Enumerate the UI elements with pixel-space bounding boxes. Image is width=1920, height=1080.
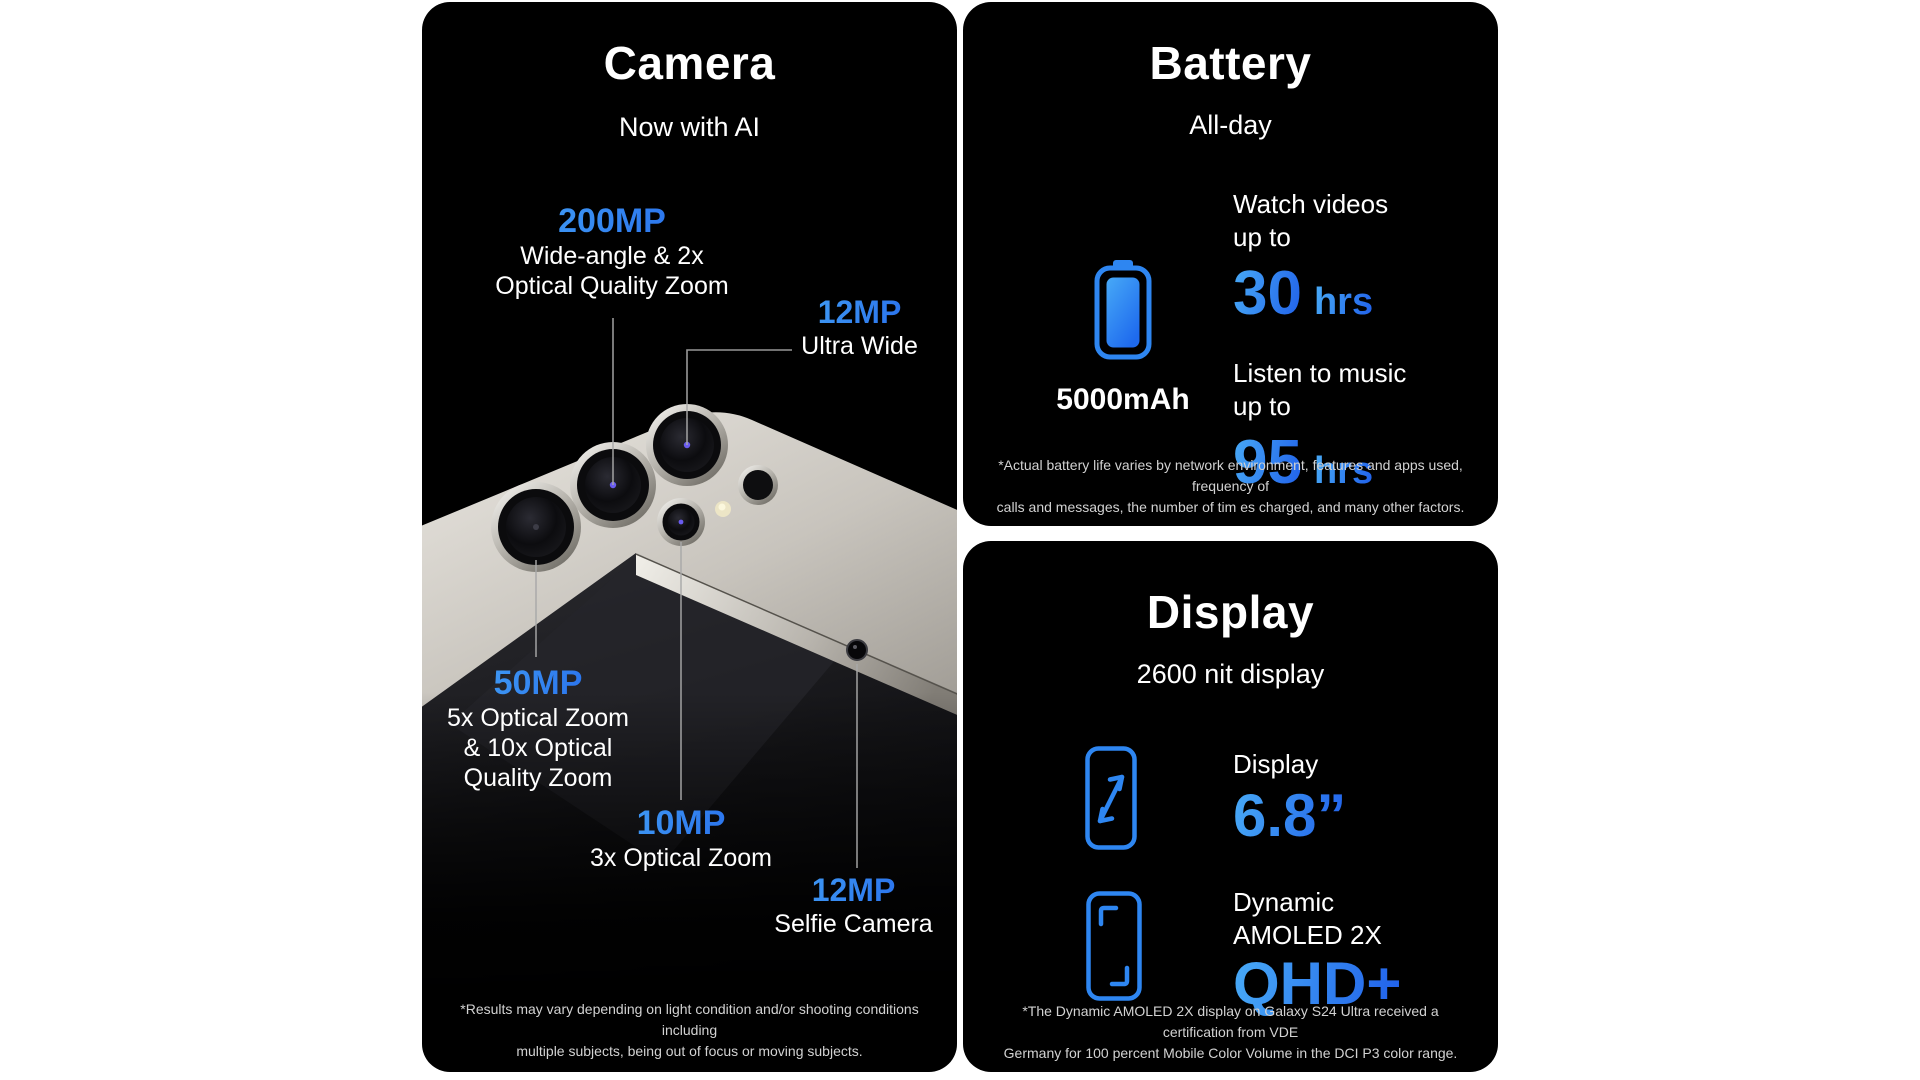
spec-ultra-wide-camera: 12MP Ultra Wide bbox=[762, 294, 957, 361]
display-panel: Display 2600 nit display Display 6.8” Dy… bbox=[963, 541, 1498, 1072]
amoled-display-icon bbox=[1086, 891, 1142, 1006]
spec-ultra-wide-value: 12MP bbox=[762, 294, 957, 331]
battery-music-hours: 95 bbox=[1233, 428, 1302, 498]
battery-music-stat: Listen to music up to 95 hrs bbox=[1233, 357, 1483, 498]
battery-music-line2: up to bbox=[1233, 391, 1291, 422]
spec-telephoto-3x-value: 10MP bbox=[571, 804, 791, 843]
spec-telephoto-3x-camera: 10MP 3x Optical Zoom bbox=[571, 804, 791, 873]
battery-capacity-group: 5000mAh bbox=[1033, 260, 1213, 417]
spec-wide-value: 200MP bbox=[462, 202, 762, 241]
spec-wide-desc-line1: Wide-angle & 2x bbox=[520, 242, 704, 271]
connector-line-ultra-wide bbox=[686, 349, 792, 445]
display-footnote-line1: *The Dynamic AMOLED 2X display on Galaxy… bbox=[1022, 1003, 1439, 1040]
spec-selfie-desc-line1: Selfie Camera bbox=[774, 909, 933, 938]
phone-back bbox=[422, 412, 957, 707]
battery-footnote-line2: calls and messages, the number of tim es… bbox=[996, 499, 1465, 515]
spec-telephoto-5x-desc-line1: 5x Optical Zoom bbox=[446, 704, 629, 733]
phone-side-rail bbox=[635, 553, 957, 715]
camera-footnote-line2: multiple subjects, being out of focus or… bbox=[516, 1043, 863, 1059]
display-panel-type-line2: AMOLED 2X bbox=[1233, 920, 1382, 951]
display-size-label: Display bbox=[1233, 749, 1319, 779]
photo-fade bbox=[422, 692, 957, 1022]
spec-telephoto-5x-desc-line3: Quality Zoom bbox=[463, 764, 613, 793]
camera-footnote: *Results may vary depending on light con… bbox=[446, 999, 933, 1062]
spec-selfie-camera: 12MP Selfie Camera bbox=[746, 872, 957, 939]
battery-title: Battery bbox=[1149, 37, 1312, 89]
spec-telephoto-3x-desc-line1: 3x Optical Zoom bbox=[589, 844, 772, 873]
camera-subtitle: Now with AI bbox=[618, 112, 761, 142]
battery-subtitle: All-day bbox=[1189, 110, 1272, 140]
battery-video-unit: hrs bbox=[1313, 281, 1374, 324]
battery-music-unit: hrs bbox=[1313, 450, 1374, 493]
camera-lens-corner bbox=[738, 465, 778, 505]
spec-ultra-wide-desc-line1: Ultra Wide bbox=[801, 331, 918, 360]
spec-telephoto-5x-desc-line2: & 10x Optical bbox=[463, 734, 613, 763]
display-footnote: *The Dynamic AMOLED 2X display on Galaxy… bbox=[987, 1001, 1474, 1064]
display-panel-type-line1: Dynamic bbox=[1233, 887, 1335, 917]
display-size-icon bbox=[1085, 746, 1137, 855]
battery-panel: Battery All-day 5000mAh Watch bbox=[963, 2, 1498, 526]
display-panel-type-label: Dynamic AMOLED 2X bbox=[1233, 886, 1382, 952]
spec-wide-camera: 200MP Wide-angle & 2x Optical Quality Zo… bbox=[462, 202, 762, 301]
display-size-value: 6.8” bbox=[1233, 782, 1347, 849]
battery-video-line2: up to bbox=[1233, 222, 1291, 253]
battery-video-stat: Watch videos up to 30 hrs bbox=[1233, 188, 1483, 329]
camera-panel: Camera Now with AI 200MP Wide-angle & 2x… bbox=[422, 2, 957, 1072]
spec-selfie-value: 12MP bbox=[746, 872, 957, 909]
display-resolution-value: QHD+ bbox=[1233, 950, 1402, 1017]
battery-footnote: *Actual battery life varies by network e… bbox=[987, 455, 1474, 518]
battery-video-hours: 30 bbox=[1233, 259, 1302, 329]
display-title: Display bbox=[1146, 586, 1315, 638]
battery-music-line1: Listen to music bbox=[1233, 358, 1407, 388]
spec-telephoto-5x-camera: 50MP 5x Optical Zoom & 10x Optical Quali… bbox=[428, 664, 648, 793]
phone-illustration bbox=[422, 318, 957, 1022]
display-subtitle: 2600 nit display bbox=[1136, 659, 1325, 689]
selfie-camera-hole bbox=[846, 639, 868, 661]
battery-icon bbox=[1094, 260, 1152, 364]
camera-lens-telephoto-3x bbox=[657, 498, 705, 546]
flash-led bbox=[715, 501, 731, 517]
battery-video-line1: Watch videos bbox=[1233, 189, 1389, 219]
spec-telephoto-5x-value: 50MP bbox=[428, 664, 648, 703]
display-footnote-line2: Germany for 100 percent Mobile Color Vol… bbox=[1003, 1045, 1458, 1061]
battery-capacity: 5000mAh bbox=[1056, 383, 1190, 416]
battery-footnote-line1: *Actual battery life varies by network e… bbox=[998, 457, 1463, 494]
spec-wide-desc-line2: Optical Quality Zoom bbox=[495, 272, 729, 301]
camera-footnote-line1: *Results may vary depending on light con… bbox=[460, 1001, 919, 1038]
camera-lens-telephoto-5x bbox=[491, 482, 581, 572]
camera-title: Camera bbox=[603, 37, 776, 89]
